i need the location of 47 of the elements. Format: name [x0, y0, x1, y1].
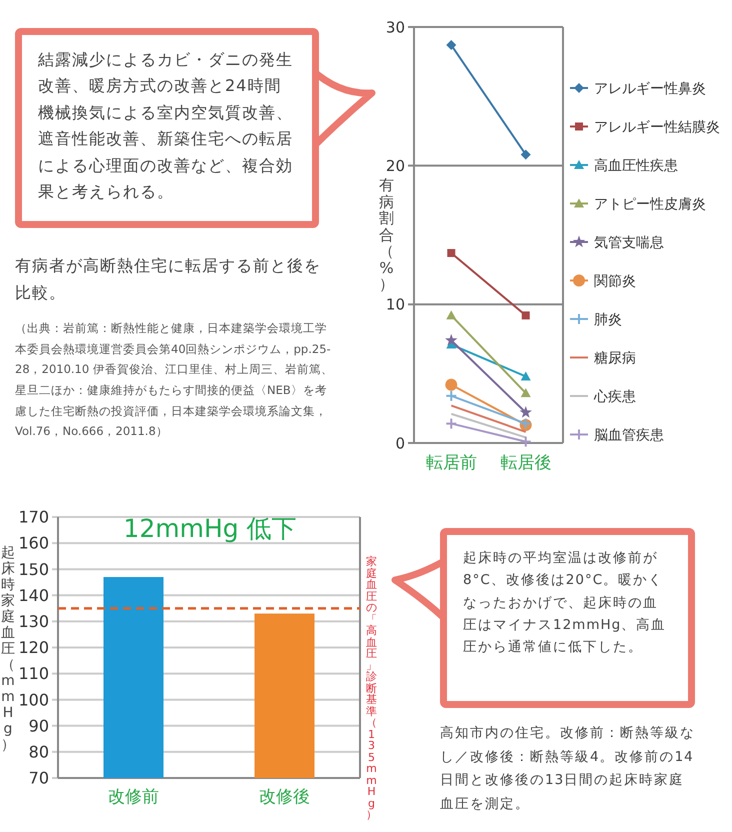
legend-label: 肺炎	[594, 312, 622, 328]
legend-label: アレルギー性鼻炎	[594, 81, 706, 97]
legend-label: 関節炎	[594, 274, 636, 290]
point	[445, 390, 458, 402]
y-tick-label: 150	[18, 560, 49, 579]
point	[446, 40, 456, 50]
legend-label: 高血圧性疾患	[594, 158, 678, 174]
annotation: 12mmHg 低下	[122, 513, 298, 545]
point	[520, 436, 532, 448]
point	[445, 418, 458, 430]
point	[445, 378, 458, 391]
y-tick-label: 100	[18, 690, 49, 710]
x-tick-label: 転居前	[426, 453, 477, 473]
point	[522, 311, 530, 320]
text: 起床時家庭血圧（mmHg）	[1, 545, 15, 753]
x-tick-label: 改修前	[108, 787, 159, 807]
text: 結露減少によるカビ・ダニの発生改善、暖房方式の改善と24時間機械換気による室内空気質改善、遮音性能改善、新築住宅への転居による心理面の改善など、複合効果と考えられる。	[15, 28, 319, 228]
point	[520, 406, 532, 418]
y-tick-label: 0	[395, 434, 405, 452]
y-tick-label: 30	[386, 18, 405, 36]
y-tick-label: 80	[28, 742, 49, 762]
x-tick-label: 転居後	[500, 453, 552, 473]
y-tick-label: 120	[18, 638, 49, 658]
x-tick-label: 改修後	[259, 787, 310, 807]
point	[520, 150, 531, 160]
y-tick-label: 20	[386, 156, 405, 175]
legend-label: 気管支喘息	[594, 235, 664, 251]
legend-label: 心疾患	[593, 389, 636, 405]
text: 高知市内の住宅。改修前：断熱等級なし／改修後：断熱等級4。改修前の14日間と改修後の13日間の起床時家庭血圧を測定。	[440, 724, 696, 814]
y-tick-label: 90	[28, 716, 49, 736]
text: 起床時の平均室温は改修前が8°C、改修後は20°C。暖かくなったおかげで、起床時の血圧はマイナス12mmHg、高血圧から通常値に低下した。	[440, 528, 695, 708]
y-tick-label: 140	[18, 586, 49, 605]
text: 有病者が高断熱住宅に転居する前と後を比較。	[15, 255, 322, 304]
legend-label: アレルギー性結膜炎	[594, 120, 720, 136]
y-tick-label: 160	[18, 534, 49, 553]
legend-label: アトピー性皮膚炎	[594, 196, 706, 212]
y-tick-label: 70	[28, 768, 49, 788]
y-tick-label: 170	[18, 508, 49, 527]
y-tick-label: 130	[18, 612, 49, 631]
legend-label: 脳血管疾患	[594, 428, 664, 444]
legend-label: 糖尿病	[594, 350, 636, 366]
y-axis-title: 有病割合（%）	[379, 176, 394, 293]
point	[447, 249, 456, 258]
text: （出典：岩前篤：断熱性能と健康，日本建築学会環境工学本委員会熱環境運営委員会第40回熱シンポジウム，pp.25-28，2010.10 伊香賀俊治、江口里佳、村上周三、岩前篤、星旦二ほか：健康維持がもたらす間接的便益〈NEB〉を考慮した住宅断熱の投資評価，日本建築学会環境系論文集，Vol.76，No.666，2011.8）	[15, 320, 334, 440]
y-tick-label: 110	[18, 664, 49, 684]
text: 家庭血圧の「高血圧」診断基準（135mmHg）	[366, 555, 377, 821]
y-tick-label: 10	[386, 296, 405, 314]
